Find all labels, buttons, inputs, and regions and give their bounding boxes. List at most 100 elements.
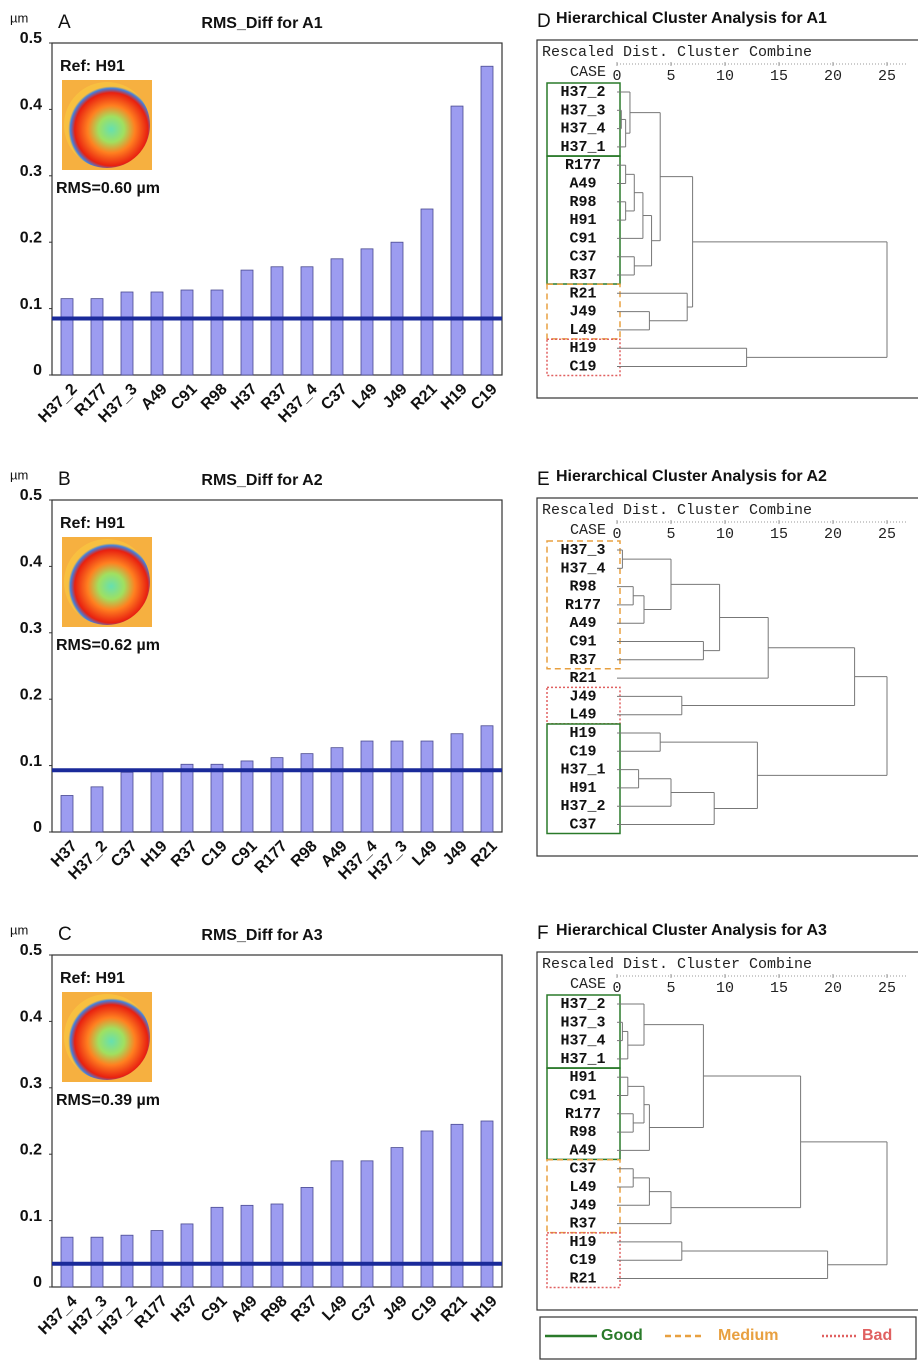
bar [421, 741, 433, 832]
x-tick-label: C37 [318, 381, 351, 414]
dendrogram-header: Rescaled Dist. Cluster Combine [542, 44, 812, 61]
y-tick-label: 0.4 [20, 97, 42, 114]
bar [391, 1148, 403, 1287]
bar [181, 764, 193, 832]
case-name: H91 [569, 1069, 596, 1086]
panel-letter: A [58, 12, 71, 33]
bar [481, 726, 493, 832]
x-tick-label: 20 [824, 980, 842, 997]
case-name: H37_2 [560, 996, 605, 1013]
bar [151, 771, 163, 832]
case-name: A49 [569, 1142, 596, 1159]
case-name: R98 [569, 579, 596, 596]
case-name: C37 [569, 249, 596, 266]
x-tick-label: C91 [168, 381, 201, 414]
x-tick-label: R21 [468, 838, 501, 871]
bar [271, 267, 283, 375]
axis-unit: µm [10, 467, 28, 482]
case-name: H37_4 [560, 560, 605, 577]
x-tick-label: H37 [168, 1293, 201, 1326]
x-tick-label: 10 [716, 980, 734, 997]
reference-label: Ref: H91 [60, 970, 125, 987]
x-tick-label: R177 [132, 1293, 171, 1332]
y-tick-label: 0.2 [20, 1141, 42, 1158]
x-tick-label: 25 [878, 980, 896, 997]
chart-title: Hierarchical Cluster Analysis for A3 [556, 922, 827, 939]
panel-letter: F [537, 923, 549, 944]
y-tick-label: 0.3 [20, 1075, 42, 1092]
x-tick-label: 15 [770, 68, 788, 85]
panel-letter: B [58, 469, 71, 490]
case-name: R177 [565, 1106, 601, 1123]
case-name: H91 [569, 212, 596, 229]
reference-label: Ref: H91 [60, 58, 125, 75]
heatmap-image [62, 537, 152, 627]
case-name: R98 [569, 194, 596, 211]
bar [421, 209, 433, 375]
case-name: C19 [569, 743, 596, 760]
case-name: H91 [569, 780, 596, 797]
x-tick-label: R21 [408, 381, 441, 414]
bar [301, 267, 313, 375]
x-tick-label: C37 [108, 838, 141, 871]
heatmap-image [62, 80, 152, 170]
rms-label: RMS=0.39 µm [56, 1092, 160, 1109]
case-name: R21 [569, 1270, 596, 1287]
bar [121, 772, 133, 832]
x-tick-label: 25 [878, 68, 896, 85]
case-name: H37_2 [560, 84, 605, 101]
bar [91, 299, 103, 375]
x-tick-label: L49 [349, 381, 381, 413]
bar [391, 242, 403, 375]
case-name: H19 [569, 725, 596, 742]
case-name: L49 [569, 707, 596, 724]
case-name: H37_1 [560, 139, 605, 156]
case-name: C37 [569, 1161, 596, 1178]
x-tick-label: H37_2 [35, 381, 80, 426]
y-tick-label: 0.4 [20, 554, 42, 571]
case-name: H37_3 [560, 102, 605, 119]
x-tick-label: L49 [409, 838, 441, 870]
case-name: L49 [569, 322, 596, 339]
axis-unit: µm [10, 10, 28, 25]
x-tick-label: 5 [666, 526, 675, 543]
case-name: H37_2 [560, 798, 605, 815]
x-tick-label: 20 [824, 526, 842, 543]
bar [391, 741, 403, 832]
y-tick-label: 0 [33, 362, 42, 379]
case-name: C91 [569, 1087, 596, 1104]
chart-title: Hierarchical Cluster Analysis for A2 [556, 468, 827, 485]
x-tick-label: C19 [198, 838, 231, 871]
bar [121, 1235, 133, 1287]
x-tick-label: 5 [666, 980, 675, 997]
heatmap-disk [64, 82, 150, 168]
x-tick-label: A49 [228, 1293, 261, 1326]
bar [241, 270, 253, 375]
case-name: H37_3 [560, 542, 605, 559]
case-name: H37_4 [560, 121, 605, 138]
case-name: H19 [569, 340, 596, 357]
panel-letter: C [58, 924, 72, 945]
y-tick-label: 0.3 [20, 620, 42, 637]
x-tick-label: 10 [716, 526, 734, 543]
panel-letter: D [537, 11, 551, 32]
bar [151, 292, 163, 375]
case-name: H37_3 [560, 1014, 605, 1031]
bar [151, 1231, 163, 1287]
x-tick-label: R21 [438, 1293, 471, 1326]
legend-label: Medium [718, 1327, 778, 1344]
bar [61, 299, 73, 375]
axis-unit: µm [10, 922, 28, 937]
bar [481, 66, 493, 375]
x-tick-label: A49 [138, 381, 171, 414]
y-tick-label: 0.5 [20, 487, 42, 504]
case-name: H37_4 [560, 1033, 605, 1050]
case-label: CASE [570, 64, 606, 81]
bar [331, 748, 343, 832]
bar [271, 1204, 283, 1287]
dendrogram-header: Rescaled Dist. Cluster Combine [542, 502, 812, 519]
rms-label: RMS=0.60 µm [56, 180, 160, 197]
chart-title: RMS_Diff for A2 [201, 472, 322, 489]
case-name: J49 [569, 1197, 596, 1214]
bar [91, 787, 103, 832]
